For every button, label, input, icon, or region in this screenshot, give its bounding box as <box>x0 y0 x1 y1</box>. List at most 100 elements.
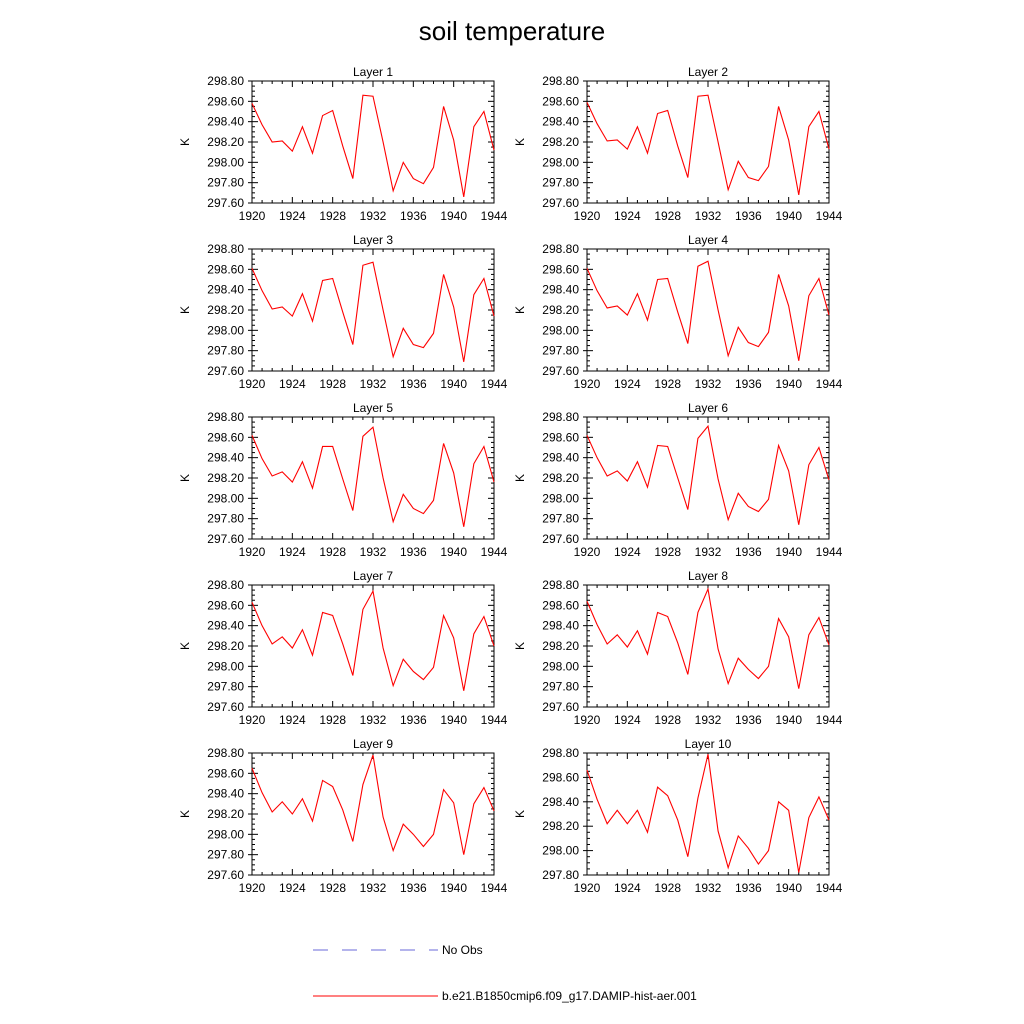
x-tick-label: 1936 <box>735 209 762 223</box>
series-line <box>586 424 830 525</box>
x-tick-label: 1924 <box>614 545 641 559</box>
y-tick-label: 298.60 <box>542 94 579 108</box>
x-tick-label: 1936 <box>735 713 762 727</box>
x-tick-label: 1924 <box>279 377 306 391</box>
y-axis-label: K <box>178 642 192 650</box>
y-tick-label: 297.80 <box>207 680 244 694</box>
x-tick-label: 1928 <box>319 209 346 223</box>
y-tick-label: 298.20 <box>207 135 244 149</box>
y-tick-label: 298.80 <box>542 578 579 592</box>
y-tick-label: 298.40 <box>207 115 244 129</box>
y-tick-label: 297.60 <box>542 364 579 378</box>
y-tick-label: 298.20 <box>542 819 579 833</box>
series-line <box>251 754 495 855</box>
x-tick-label: 1940 <box>775 377 802 391</box>
y-tick-label: 297.80 <box>542 680 579 694</box>
y-tick-label: 298.80 <box>542 74 579 88</box>
y-tick-label: 298.60 <box>207 598 244 612</box>
y-tick-label: 298.40 <box>542 451 579 465</box>
y-axis-label: K <box>513 306 527 314</box>
x-tick-label: 1924 <box>279 209 306 223</box>
y-tick-label: 297.60 <box>207 700 244 714</box>
y-tick-label: 298.00 <box>542 844 579 858</box>
x-tick-label: 1944 <box>481 713 508 727</box>
x-tick-label: 1936 <box>735 545 762 559</box>
y-tick-label: 297.80 <box>207 848 244 862</box>
series-line <box>251 261 495 362</box>
y-tick-label: 298.80 <box>542 746 579 760</box>
x-tick-label: 1928 <box>319 377 346 391</box>
y-tick-label: 298.20 <box>207 639 244 653</box>
x-tick-label: 1944 <box>816 545 843 559</box>
x-tick-label: 1940 <box>440 545 467 559</box>
panel-7: Layer 7 1920 1924 1928 1932 1936 1940 1944 298.8… <box>178 569 508 727</box>
panel-title: Layer 9 <box>353 737 393 751</box>
y-tick-label: 298.20 <box>207 807 244 821</box>
y-tick-label: 298.00 <box>207 827 244 841</box>
x-tick-label: 1932 <box>695 881 722 895</box>
figure-title: soil temperature <box>419 16 605 46</box>
x-tick-label: 1940 <box>440 209 467 223</box>
y-axis-label: K <box>178 138 192 146</box>
panel-6: Layer 6 1920 1924 1928 1932 1936 1940 1944 298.8… <box>513 401 843 559</box>
y-tick-label: 297.60 <box>207 364 244 378</box>
legend-entry-no-obs: No Obs <box>313 943 483 957</box>
x-tick-label: 1936 <box>400 545 427 559</box>
x-tick-label: 1920 <box>574 881 601 895</box>
y-tick-label: 298.60 <box>542 262 579 276</box>
x-tick-label: 1932 <box>360 881 387 895</box>
legend-label-no-obs: No Obs <box>442 943 483 957</box>
legend-label-model: b.e21.B1850cmip6.f09_g17.DAMIP-hist-aer.… <box>442 989 697 1003</box>
x-tick-label: 1928 <box>654 545 681 559</box>
panel-title: Layer 4 <box>688 233 728 247</box>
y-tick-label: 297.80 <box>207 176 244 190</box>
y-tick-label: 298.60 <box>542 598 579 612</box>
y-tick-label: 298.80 <box>207 746 244 760</box>
y-tick-label: 298.60 <box>207 766 244 780</box>
x-tick-label: 1944 <box>481 545 508 559</box>
y-tick-label: 297.80 <box>207 344 244 358</box>
x-tick-label: 1920 <box>574 713 601 727</box>
series-line <box>586 260 830 361</box>
y-tick-label: 298.40 <box>542 619 579 633</box>
x-tick-label: 1928 <box>654 377 681 391</box>
x-tick-label: 1920 <box>239 545 266 559</box>
y-tick-label: 298.60 <box>207 430 244 444</box>
x-tick-label: 1940 <box>775 713 802 727</box>
y-axis-label: K <box>178 306 192 314</box>
panel-3: Layer 3 1920 1924 1928 1932 1936 1940 1944 298.8… <box>178 233 508 391</box>
x-tick-label: 1924 <box>614 209 641 223</box>
panel-9: Layer 9 1920 1924 1928 1932 1936 1940 1944 298.8… <box>178 737 508 895</box>
y-tick-label: 298.00 <box>207 323 244 337</box>
x-tick-label: 1928 <box>319 881 346 895</box>
series-line <box>251 94 495 197</box>
y-tick-label: 298.00 <box>207 659 244 673</box>
x-tick-label: 1932 <box>695 713 722 727</box>
y-tick-label: 298.80 <box>207 74 244 88</box>
y-tick-label: 297.60 <box>542 700 579 714</box>
x-tick-label: 1944 <box>816 881 843 895</box>
x-tick-label: 1936 <box>400 377 427 391</box>
x-tick-label: 1920 <box>239 377 266 391</box>
x-tick-label: 1944 <box>481 209 508 223</box>
x-tick-label: 1920 <box>574 377 601 391</box>
x-tick-label: 1920 <box>239 209 266 223</box>
y-tick-label: 297.80 <box>542 868 579 882</box>
panel-10: Layer 10 1920 1924 1928 1932 1936 1940 1944 298.… <box>513 737 843 895</box>
x-tick-label: 1944 <box>481 881 508 895</box>
y-tick-label: 298.60 <box>207 94 244 108</box>
x-tick-label: 1936 <box>735 377 762 391</box>
x-tick-label: 1936 <box>735 881 762 895</box>
x-tick-label: 1932 <box>695 545 722 559</box>
y-axis-label: K <box>513 138 527 146</box>
x-tick-label: 1924 <box>614 713 641 727</box>
x-tick-label: 1924 <box>279 545 306 559</box>
y-axis-label: K <box>513 642 527 650</box>
panel-8: Layer 8 1920 1924 1928 1932 1936 1940 1944 298.8… <box>513 569 843 727</box>
x-tick-label: 1920 <box>239 881 266 895</box>
y-tick-label: 298.20 <box>207 303 244 317</box>
panels-grid: Layer 1 1920 1924 1928 1932 1936 1940 1944 298.8… <box>178 65 843 895</box>
y-tick-label: 297.60 <box>542 196 579 210</box>
y-tick-label: 298.00 <box>542 491 579 505</box>
